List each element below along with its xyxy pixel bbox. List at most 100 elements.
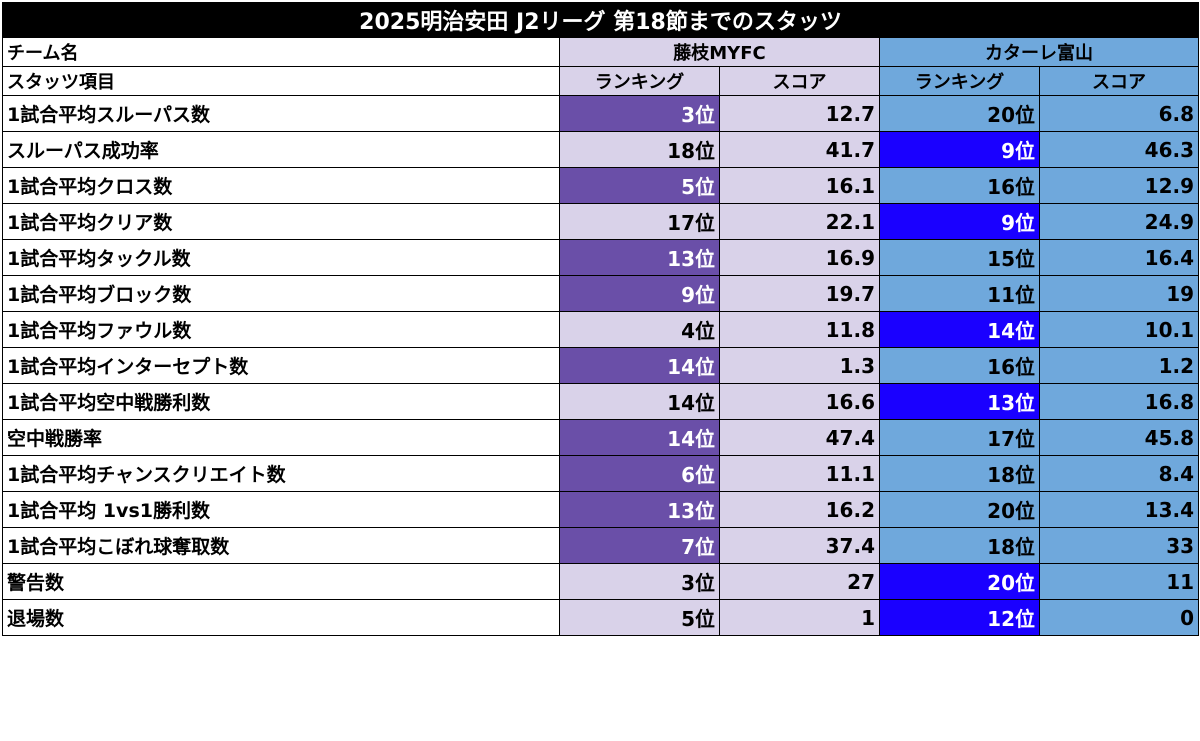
team2-rank-cell: 11位 — [879, 275, 1040, 312]
team1-rank-cell: 18位 — [559, 131, 720, 168]
stat-item-cell: 1試合平均空中戦勝利数 — [2, 383, 560, 420]
title-row: 2025明治安田 J2リーグ 第18節までのスタッツ — [1, 2, 1200, 38]
team-name-label: チーム名 — [2, 37, 560, 67]
team1-rank-cell: 14位 — [559, 383, 720, 420]
team1-score-cell: 16.9 — [719, 239, 880, 276]
stat-item-cell: 1試合平均ブロック数 — [2, 275, 560, 312]
team2-score-cell: 33 — [1038, 527, 1200, 564]
stats-table: 2025明治安田 J2リーグ 第18節までのスタッツ チーム名 藤枝MYFC カ… — [1, 2, 1200, 636]
team1-score-cell: 27 — [719, 563, 880, 600]
team2-rank-cell: 15位 — [879, 239, 1040, 276]
team2-rank-cell: 14位 — [879, 311, 1040, 348]
table-row: 退場数 5位 1 12位 0 — [2, 599, 1200, 636]
stat-item-cell: 1試合平均チャンスクリエイト数 — [2, 455, 560, 492]
team1-score-cell: 1.3 — [719, 347, 880, 384]
table-row: 1試合平均クロス数 5位 16.1 16位 12.9 — [2, 167, 1200, 204]
stat-item-cell: 1試合平均 1vs1勝利数 — [2, 491, 560, 528]
team2-score-cell: 11 — [1038, 563, 1200, 600]
table-row: 1試合平均チャンスクリエイト数 6位 11.1 18位 8.4 — [2, 455, 1200, 492]
team1-header: 藤枝MYFC — [559, 37, 880, 67]
team1-rank-cell: 13位 — [559, 491, 720, 528]
team2-score-cell: 10.1 — [1038, 311, 1200, 348]
table-row: 1試合平均クリア数 17位 22.1 9位 24.9 — [2, 203, 1200, 240]
team2-score-cell: 13.4 — [1038, 491, 1200, 528]
table-row: 1試合平均スルーパス数 3位 12.7 20位 6.8 — [2, 95, 1200, 132]
stat-item-cell: 1試合平均タックル数 — [2, 239, 560, 276]
team2-score-cell: 16.4 — [1038, 239, 1200, 276]
team1-score-cell: 19.7 — [719, 275, 880, 312]
team2-score-cell: 8.4 — [1038, 455, 1200, 492]
stat-item-cell: 1試合平均クリア数 — [2, 203, 560, 240]
team1-rank-cell: 5位 — [559, 167, 720, 204]
team2-score-cell: 19 — [1038, 275, 1200, 312]
team2-rank-cell: 18位 — [879, 527, 1040, 564]
table-row: 1試合平均空中戦勝利数 14位 16.6 13位 16.8 — [2, 383, 1200, 420]
team2-rank-cell: 20位 — [879, 95, 1040, 132]
team1-rank-cell: 3位 — [559, 563, 720, 600]
team2-rank-cell: 12位 — [879, 599, 1040, 636]
stat-item-cell: 1試合平均こぼれ球奪取数 — [2, 527, 560, 564]
table-body: 1試合平均スルーパス数 3位 12.7 20位 6.8 スルーパス成功率 18位 41.7 9位… — [2, 95, 1200, 636]
team1-score-header: スコア — [719, 66, 880, 96]
team2-score-cell: 45.8 — [1038, 419, 1200, 456]
team1-score-cell: 16.2 — [719, 491, 880, 528]
team1-rank-cell: 14位 — [559, 419, 720, 456]
team1-score-cell: 16.6 — [719, 383, 880, 420]
team2-rank-cell: 16位 — [879, 347, 1040, 384]
team2-score-cell: 46.3 — [1038, 131, 1200, 168]
team1-score-cell: 47.4 — [719, 419, 880, 456]
team2-rank-cell: 18位 — [879, 455, 1040, 492]
team2-score-cell: 0 — [1038, 599, 1200, 636]
team1-score-cell: 41.7 — [719, 131, 880, 168]
team1-rank-cell: 7位 — [559, 527, 720, 564]
table-row: 1試合平均ファウル数 4位 11.8 14位 10.1 — [2, 311, 1200, 348]
table-row: 空中戦勝率 14位 47.4 17位 45.8 — [2, 419, 1200, 456]
team1-rank-cell: 9位 — [559, 275, 720, 312]
team2-score-cell: 1.2 — [1038, 347, 1200, 384]
team2-rank-cell: 20位 — [879, 563, 1040, 600]
stat-item-cell: 1試合平均クロス数 — [2, 167, 560, 204]
team2-header: カターレ富山 — [878, 37, 1200, 67]
stat-item-cell: 空中戦勝率 — [2, 419, 560, 456]
table-row: スルーパス成功率 18位 41.7 9位 46.3 — [2, 131, 1200, 168]
team2-score-cell: 16.8 — [1038, 383, 1200, 420]
team1-score-cell: 11.8 — [719, 311, 880, 348]
table-row: 1試合平均こぼれ球奪取数 7位 37.4 18位 33 — [2, 527, 1200, 564]
team1-score-cell: 12.7 — [719, 95, 880, 132]
team1-rank-cell: 5位 — [559, 599, 720, 636]
team2-score-cell: 12.9 — [1038, 167, 1200, 204]
team2-rank-cell: 16位 — [879, 167, 1040, 204]
team1-rank-cell: 6位 — [559, 455, 720, 492]
team2-rank-cell: 9位 — [879, 131, 1040, 168]
team1-rank-cell: 13位 — [559, 239, 720, 276]
team1-rank-cell: 17位 — [559, 203, 720, 240]
stat-item-cell: 1試合平均スルーパス数 — [2, 95, 560, 132]
team1-score-cell: 1 — [719, 599, 880, 636]
table-row: 1試合平均ブロック数 9位 19.7 11位 19 — [2, 275, 1200, 312]
table-row: 警告数 3位 27 20位 11 — [2, 563, 1200, 600]
team2-rank-header: ランキング — [879, 66, 1040, 96]
stat-item-cell: 1試合平均ファウル数 — [2, 311, 560, 348]
table-row: 1試合平均タックル数 13位 16.9 15位 16.4 — [2, 239, 1200, 276]
table-title: 2025明治安田 J2リーグ 第18節までのスタッツ — [1, 2, 1200, 38]
team1-score-cell: 16.1 — [719, 167, 880, 204]
team2-rank-cell: 17位 — [879, 419, 1040, 456]
team1-score-cell: 37.4 — [719, 527, 880, 564]
table-row: 1試合平均 1vs1勝利数 13位 16.2 20位 13.4 — [2, 491, 1200, 528]
team1-score-cell: 22.1 — [719, 203, 880, 240]
team-header-row: チーム名 藤枝MYFC カターレ富山 — [2, 37, 1200, 67]
column-header-row: スタッツ項目 ランキング スコア ランキング スコア — [2, 66, 1200, 96]
team2-rank-cell: 13位 — [879, 383, 1040, 420]
team2-rank-cell: 9位 — [879, 203, 1040, 240]
team1-score-cell: 11.1 — [719, 455, 880, 492]
team2-score-cell: 24.9 — [1038, 203, 1200, 240]
stat-item-cell: 退場数 — [2, 599, 560, 636]
team1-rank-cell: 4位 — [559, 311, 720, 348]
stats-item-label: スタッツ項目 — [2, 66, 560, 96]
team1-rank-header: ランキング — [559, 66, 720, 96]
team2-rank-cell: 20位 — [879, 491, 1040, 528]
team2-score-header: スコア — [1038, 66, 1200, 96]
stat-item-cell: スルーパス成功率 — [2, 131, 560, 168]
team2-score-cell: 6.8 — [1038, 95, 1200, 132]
team1-rank-cell: 3位 — [559, 95, 720, 132]
